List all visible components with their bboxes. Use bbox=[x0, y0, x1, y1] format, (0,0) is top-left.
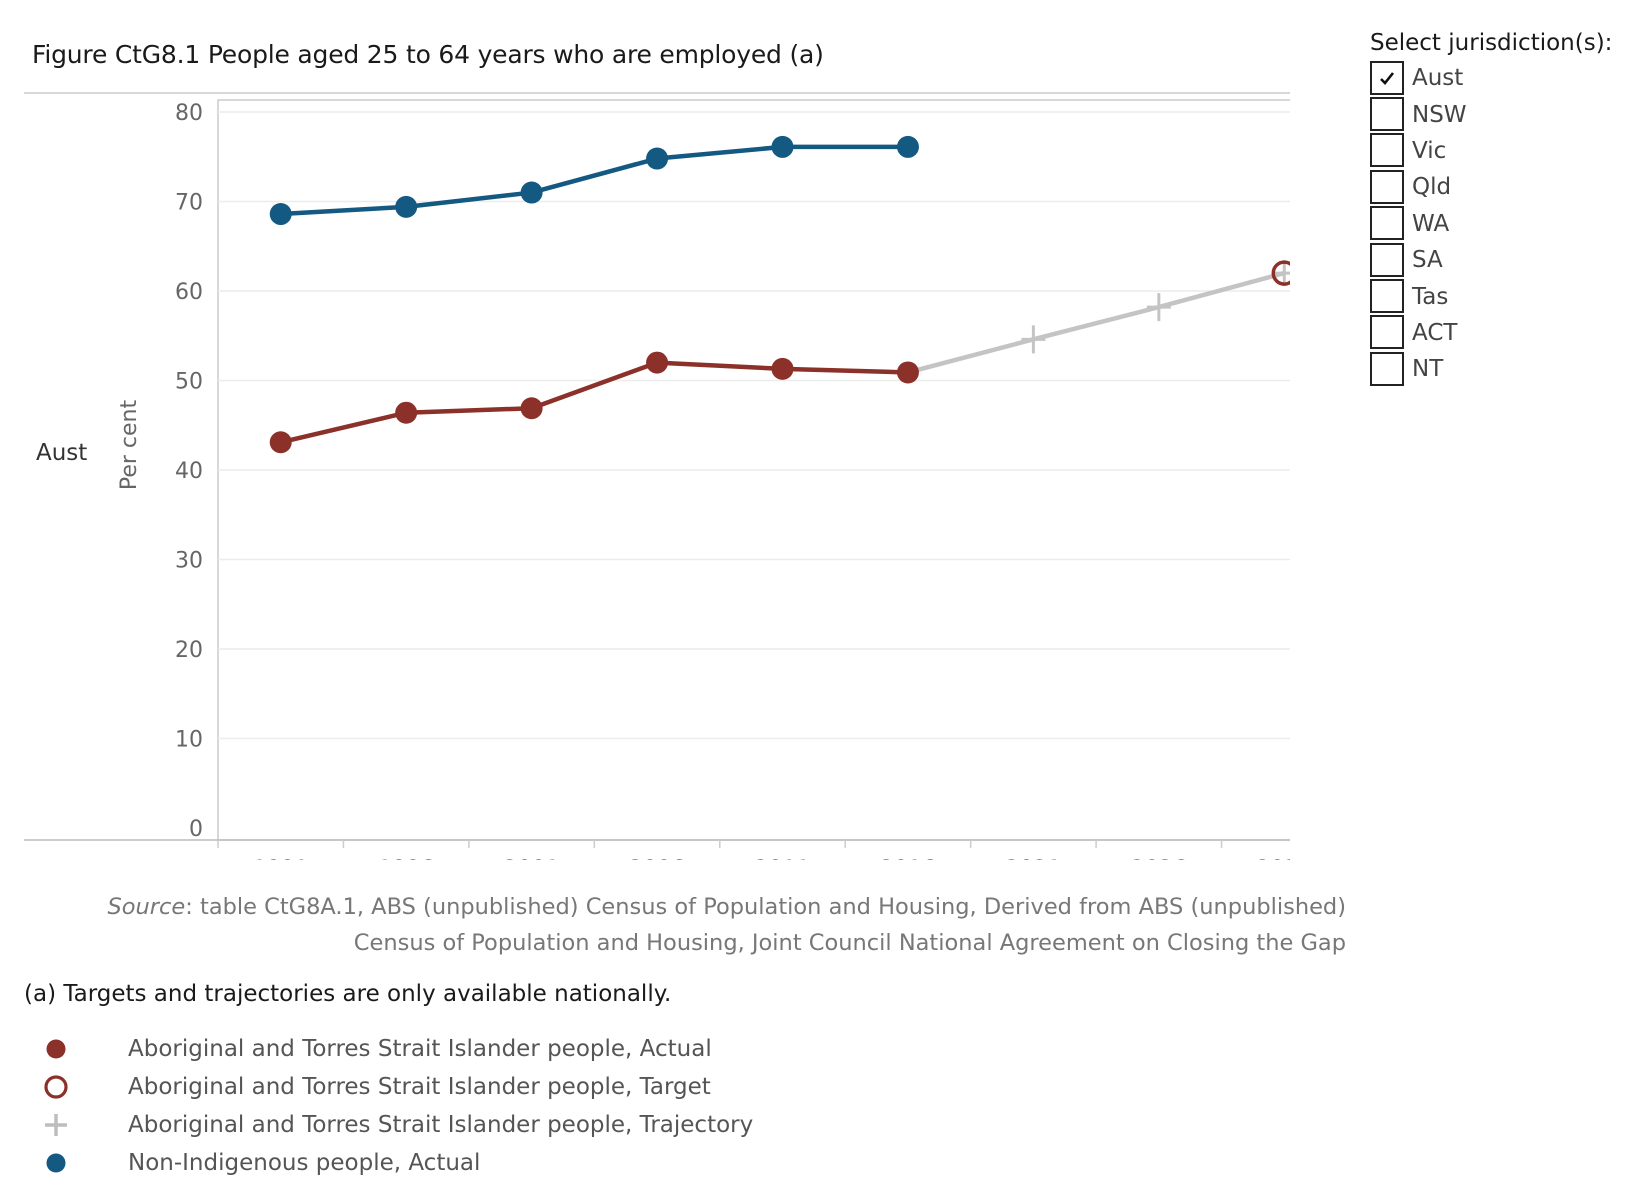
x-tick-label: 2011 bbox=[755, 857, 811, 860]
data-point bbox=[896, 135, 919, 158]
target-point bbox=[1271, 260, 1290, 286]
series-line bbox=[907, 270, 1285, 375]
filter-option-label: ACT bbox=[1412, 319, 1458, 346]
x-tick-label: 2016 bbox=[880, 857, 936, 860]
checkbox-icon[interactable] bbox=[1370, 279, 1404, 314]
filter-option-act[interactable]: ACT bbox=[1370, 315, 1612, 351]
jurisdiction-filter: Select jurisdiction(s): Aust NSW Vic Qld WA S… bbox=[1370, 30, 1612, 388]
checkbox-icon[interactable] bbox=[1370, 97, 1404, 132]
trajectory-point bbox=[1272, 260, 1290, 287]
filled-circle-icon bbox=[36, 1030, 76, 1068]
footnote: (a) Targets and trajectories are only av… bbox=[24, 981, 672, 1007]
checkbox-checked-icon[interactable] bbox=[1370, 60, 1404, 95]
legend-item[interactable]: Aboriginal and Torres Strait Islander pe… bbox=[36, 1030, 753, 1068]
filter-option-sa[interactable]: SA bbox=[1370, 242, 1612, 278]
x-tick-label: 2021 bbox=[1005, 857, 1061, 860]
data-point bbox=[520, 397, 543, 420]
legend-item[interactable]: Aboriginal and Torres Strait Islander pe… bbox=[36, 1106, 753, 1144]
y-axis-title: Per cent bbox=[117, 400, 142, 491]
data-point bbox=[646, 147, 669, 170]
y-tick-label: 60 bbox=[175, 280, 203, 305]
x-tick-label: 2006 bbox=[629, 857, 685, 860]
data-point bbox=[771, 135, 794, 158]
checkbox-icon[interactable] bbox=[1370, 242, 1404, 277]
legend-label: Aboriginal and Torres Strait Islander pe… bbox=[128, 1112, 754, 1138]
x-tick-label: 1996 bbox=[378, 857, 434, 860]
plus-icon bbox=[36, 1106, 76, 1144]
legend-item[interactable]: Aboriginal and Torres Strait Islander pe… bbox=[36, 1068, 753, 1106]
filter-option-nsw[interactable]: NSW bbox=[1370, 96, 1612, 132]
filled-circle-icon bbox=[36, 1144, 76, 1182]
y-tick-label: 10 bbox=[175, 728, 203, 753]
trajectory-point bbox=[1146, 293, 1171, 322]
filter-option-label: Qld bbox=[1412, 174, 1452, 201]
data-point bbox=[520, 181, 543, 204]
y-tick-label: 70 bbox=[175, 191, 203, 216]
legend: Aboriginal and Torres Strait Islander pe… bbox=[36, 1030, 753, 1182]
legend-label: Aboriginal and Torres Strait Islander pe… bbox=[128, 1074, 711, 1100]
filter-option-label: NT bbox=[1412, 356, 1444, 383]
chart-title: Figure CtG8.1 People aged 25 to 64 years… bbox=[32, 40, 824, 69]
x-tick-label: 2031 bbox=[1256, 857, 1290, 860]
checkbox-icon[interactable] bbox=[1370, 206, 1404, 241]
checkbox-icon[interactable] bbox=[1370, 351, 1404, 386]
data-point bbox=[646, 351, 669, 374]
source-line-1: Source: table CtG8A.1, ABS (unpublished)… bbox=[107, 894, 1346, 920]
data-point bbox=[896, 361, 919, 384]
data-point bbox=[269, 203, 292, 226]
filter-option-label: Tas bbox=[1412, 283, 1449, 310]
filter-option-label: WA bbox=[1412, 210, 1450, 237]
y-tick-label: 40 bbox=[175, 459, 203, 484]
checkbox-icon[interactable] bbox=[1370, 169, 1404, 204]
filter-option-aust[interactable]: Aust bbox=[1370, 60, 1612, 96]
legend-item[interactable]: Non-Indigenous people, Actual bbox=[36, 1144, 753, 1182]
y-tick-label: 20 bbox=[175, 638, 203, 663]
y-tick-label: 80 bbox=[175, 101, 203, 126]
x-tick-label: 2026 bbox=[1131, 857, 1187, 860]
y-tick-label: 30 bbox=[175, 549, 203, 574]
data-point bbox=[269, 431, 292, 454]
filter-option-label: SA bbox=[1412, 247, 1443, 274]
x-tick-label: 1991 bbox=[253, 857, 309, 860]
y-tick-label: 0 bbox=[189, 817, 203, 842]
checkbox-icon[interactable] bbox=[1370, 133, 1404, 168]
source-label: Source bbox=[107, 894, 186, 920]
filter-option-tas[interactable]: Tas bbox=[1370, 278, 1612, 314]
filter-option-label: Aust bbox=[1412, 65, 1464, 92]
filter-option-vic[interactable]: Vic bbox=[1370, 133, 1612, 169]
series-line bbox=[280, 144, 908, 217]
trajectory-point bbox=[1021, 325, 1046, 354]
filter-title: Select jurisdiction(s): bbox=[1370, 30, 1613, 56]
legend-label: Aboriginal and Torres Strait Islander pe… bbox=[128, 1036, 712, 1062]
x-tick-label: 2001 bbox=[504, 857, 560, 860]
filter-option-label: Vic bbox=[1412, 137, 1447, 164]
open-circle-icon bbox=[36, 1068, 76, 1106]
filter-list: Aust NSW Vic Qld WA SA Tas ACT NT bbox=[1370, 60, 1612, 388]
checkbox-icon[interactable] bbox=[1370, 315, 1404, 350]
filter-option-qld[interactable]: Qld bbox=[1370, 169, 1612, 205]
series-line bbox=[280, 360, 909, 445]
legend-label: Non-Indigenous people, Actual bbox=[128, 1150, 481, 1176]
y-tick-label: 50 bbox=[175, 370, 203, 395]
data-point bbox=[771, 357, 794, 380]
data-point bbox=[395, 401, 418, 424]
chart-canvas: 0 10 20 30 40 50 60 70 80 1991 1996 2001 2006 2011 20… bbox=[24, 92, 1290, 860]
row-label: Aust bbox=[36, 440, 87, 466]
filter-option-wa[interactable]: WA bbox=[1370, 206, 1612, 242]
data-point bbox=[395, 195, 418, 218]
filter-option-label: NSW bbox=[1412, 101, 1467, 128]
filter-option-nt[interactable]: NT bbox=[1370, 351, 1612, 387]
source-text-1: : table CtG8A.1, ABS (unpublished) Censu… bbox=[185, 894, 1346, 920]
source-line-2: Census of Population and Housing, Joint … bbox=[353, 930, 1346, 956]
